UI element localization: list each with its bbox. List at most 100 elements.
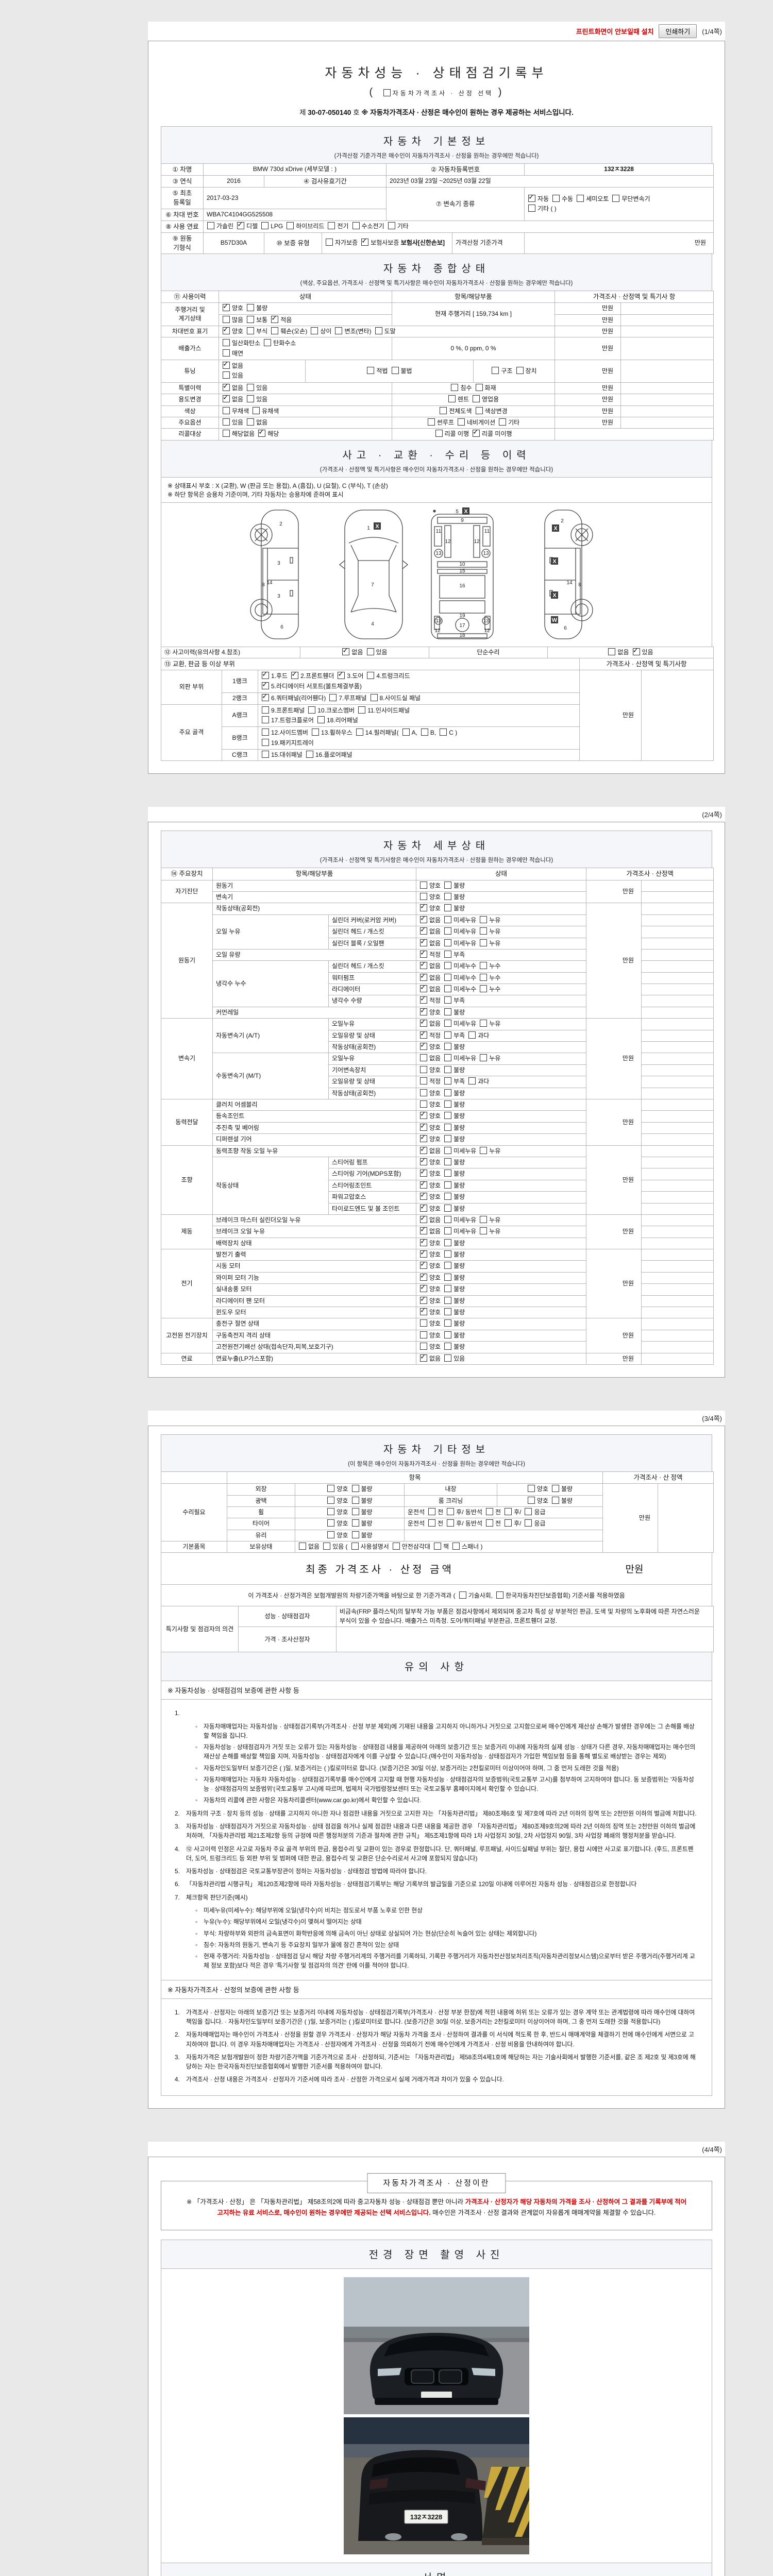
- checkbox[interactable]: [247, 395, 255, 403]
- checkbox[interactable]: [444, 1123, 452, 1131]
- checkbox[interactable]: [475, 406, 483, 414]
- checkbox[interactable]: [420, 1259, 428, 1269]
- checkbox[interactable]: [552, 1496, 559, 1504]
- checkbox[interactable]: [247, 418, 255, 426]
- checkbox[interactable]: [444, 1170, 452, 1177]
- checkbox[interactable]: [444, 1100, 452, 1108]
- checkbox[interactable]: [420, 1100, 428, 1108]
- checkbox[interactable]: [428, 1507, 436, 1515]
- checkbox[interactable]: [420, 1190, 428, 1200]
- checkbox[interactable]: [444, 1319, 452, 1327]
- checkbox[interactable]: [457, 418, 465, 426]
- checkbox[interactable]: [444, 1043, 452, 1050]
- checkbox[interactable]: [420, 1213, 428, 1223]
- checkbox[interactable]: [327, 1485, 335, 1493]
- checkbox[interactable]: [427, 418, 435, 426]
- checkbox[interactable]: [420, 1089, 428, 1096]
- checkbox[interactable]: [264, 339, 272, 347]
- checkbox[interactable]: [444, 1273, 452, 1281]
- checkbox[interactable]: [444, 1112, 452, 1120]
- checkbox[interactable]: [475, 383, 483, 391]
- checkbox[interactable]: [608, 648, 616, 655]
- checkbox[interactable]: [223, 381, 230, 391]
- checkbox[interactable]: [480, 973, 488, 981]
- checkbox[interactable]: [444, 1077, 452, 1085]
- checkbox[interactable]: [444, 1193, 452, 1200]
- checkbox[interactable]: [444, 1262, 452, 1269]
- checkbox[interactable]: [223, 430, 230, 437]
- checkbox[interactable]: [444, 1065, 452, 1073]
- checkbox[interactable]: [552, 1485, 559, 1493]
- checkbox[interactable]: [420, 1236, 428, 1246]
- checkbox[interactable]: [223, 301, 230, 311]
- checkbox[interactable]: [351, 1496, 359, 1504]
- checkbox[interactable]: [247, 327, 255, 334]
- checkbox[interactable]: [444, 950, 452, 958]
- checkbox[interactable]: [420, 1343, 428, 1350]
- checkbox[interactable]: [367, 672, 375, 680]
- checkbox[interactable]: [287, 222, 294, 229]
- checkbox[interactable]: [402, 728, 410, 736]
- checkbox[interactable]: [223, 406, 230, 414]
- checkbox[interactable]: [421, 728, 428, 736]
- checkbox[interactable]: [420, 1247, 428, 1258]
- checkbox[interactable]: [440, 406, 447, 414]
- checkbox[interactable]: [291, 669, 299, 680]
- checkbox[interactable]: [420, 924, 428, 935]
- checkbox[interactable]: [525, 1507, 532, 1515]
- checkbox[interactable]: [447, 1507, 455, 1515]
- checkbox[interactable]: [473, 395, 480, 403]
- checkbox[interactable]: [420, 1331, 428, 1338]
- checkbox[interactable]: [299, 1543, 306, 1550]
- checkbox[interactable]: [420, 993, 428, 1004]
- checkbox[interactable]: [499, 418, 507, 426]
- checkbox[interactable]: [317, 716, 325, 723]
- checkbox[interactable]: [420, 1282, 428, 1293]
- checkbox[interactable]: [223, 349, 230, 357]
- checkbox[interactable]: [444, 881, 452, 889]
- checkbox[interactable]: [420, 1305, 428, 1315]
- checkbox[interactable]: [444, 1089, 452, 1096]
- checkbox[interactable]: [480, 1146, 488, 1154]
- print-button[interactable]: 인쇄하기: [659, 24, 697, 38]
- checkbox[interactable]: [261, 222, 269, 229]
- checkbox[interactable]: [444, 973, 452, 981]
- checkbox[interactable]: [492, 366, 499, 374]
- checkbox[interactable]: [328, 222, 335, 229]
- checkbox[interactable]: [444, 1146, 452, 1154]
- checkbox[interactable]: [392, 1543, 400, 1550]
- checkbox[interactable]: [480, 1227, 488, 1235]
- checkbox[interactable]: [420, 1040, 428, 1050]
- checkbox[interactable]: [420, 971, 428, 981]
- checkbox[interactable]: [420, 1132, 428, 1142]
- checkbox[interactable]: [444, 1135, 452, 1143]
- checkbox[interactable]: [420, 1121, 428, 1131]
- checkbox[interactable]: [420, 892, 428, 900]
- checkbox[interactable]: [351, 1507, 359, 1515]
- checkbox[interactable]: [223, 392, 230, 403]
- checkbox[interactable]: [473, 427, 480, 437]
- checkbox[interactable]: [420, 1155, 428, 1165]
- checkbox[interactable]: [311, 728, 319, 736]
- checkbox[interactable]: [388, 222, 395, 229]
- checkbox[interactable]: [577, 194, 584, 202]
- checkbox[interactable]: [420, 982, 428, 992]
- checkbox[interactable]: [480, 916, 488, 923]
- checkbox[interactable]: [528, 192, 536, 202]
- checkbox[interactable]: [361, 235, 369, 246]
- checkbox[interactable]: [262, 728, 269, 736]
- checkbox[interactable]: [237, 219, 245, 229]
- checkbox[interactable]: [420, 1224, 428, 1235]
- checkbox[interactable]: [420, 913, 428, 923]
- checkbox[interactable]: [223, 359, 230, 369]
- checkbox[interactable]: [262, 738, 269, 746]
- checkbox[interactable]: [327, 1519, 335, 1527]
- checkbox[interactable]: [420, 1054, 428, 1062]
- checkbox[interactable]: [480, 1215, 488, 1223]
- checkbox[interactable]: [433, 1543, 441, 1550]
- checkbox[interactable]: [444, 1215, 452, 1223]
- checkbox[interactable]: [444, 1285, 452, 1293]
- checkbox[interactable]: [435, 430, 443, 437]
- checkbox[interactable]: [391, 366, 399, 374]
- checkbox[interactable]: [323, 1543, 331, 1550]
